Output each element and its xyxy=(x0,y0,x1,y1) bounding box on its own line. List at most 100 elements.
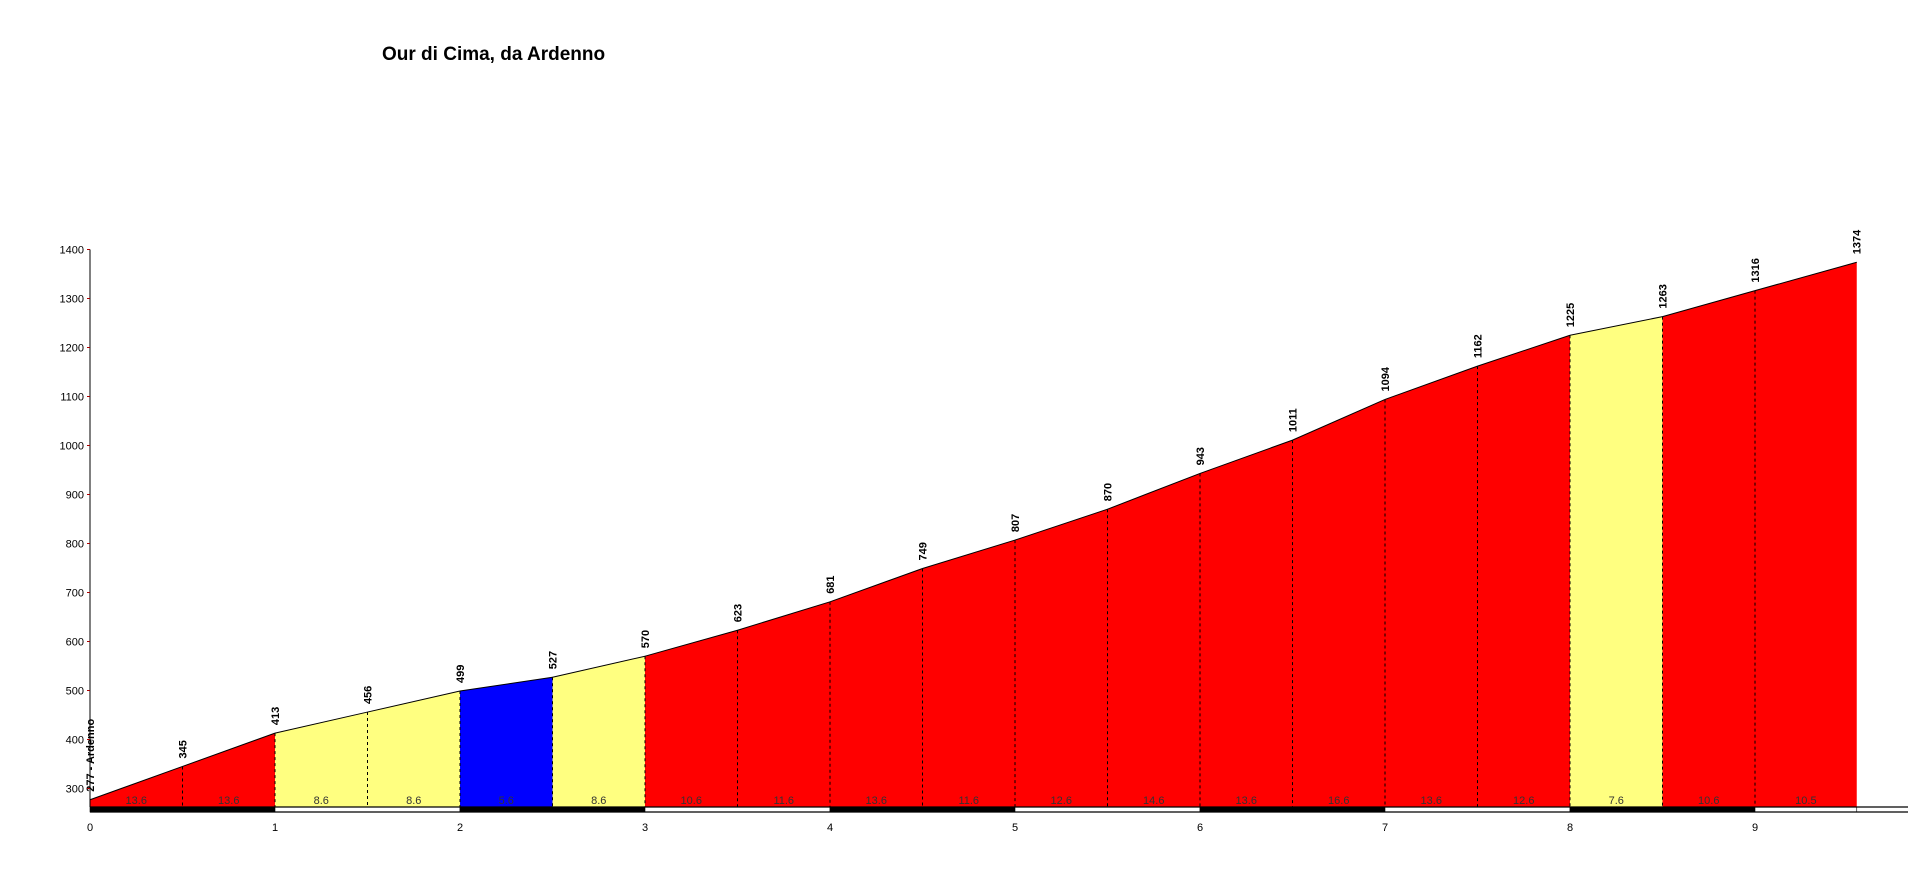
segment-area xyxy=(1477,335,1570,807)
x-tick-label: 8 xyxy=(1567,822,1573,834)
segment-area xyxy=(275,712,368,807)
profile-line xyxy=(1569,316,1663,336)
gradient-label: 8.6 xyxy=(314,795,329,807)
profile-line xyxy=(1107,472,1201,510)
gradient-label: 13.6 xyxy=(218,795,239,807)
elevation-label: 807 xyxy=(1010,514,1022,532)
profile-line xyxy=(1199,439,1293,474)
x-tick-label: 4 xyxy=(827,822,833,834)
gradient-label: 14.6 xyxy=(1143,795,1164,807)
km-bar-segment xyxy=(1014,806,1201,813)
gradient-label: 13.6 xyxy=(1236,795,1257,807)
km-bar-segment xyxy=(1199,806,1386,813)
segment-area xyxy=(552,656,645,807)
profile-line xyxy=(829,568,923,603)
profile-line xyxy=(89,765,183,801)
y-tick-label: 1200 xyxy=(60,343,84,355)
segment-area xyxy=(90,766,183,807)
y-tick-label: 600 xyxy=(66,637,84,649)
km-bar-segment xyxy=(1384,806,1571,813)
y-tick-label: 500 xyxy=(66,686,84,698)
profile-line xyxy=(1292,398,1386,441)
profile-line xyxy=(1014,508,1108,541)
x-tick-label: 9 xyxy=(1752,822,1758,834)
segment-area xyxy=(460,677,553,807)
segment-area xyxy=(1107,473,1200,807)
elevation-label: 345 xyxy=(178,740,190,758)
elevation-label: 1162 xyxy=(1473,334,1485,358)
y-tick-label: 300 xyxy=(66,784,84,796)
gradient-label: 10.5 xyxy=(1795,795,1816,807)
km-bar-segment xyxy=(644,806,831,813)
profile-line xyxy=(1477,334,1571,367)
gradient-label: 12.6 xyxy=(1513,795,1534,807)
profile-line xyxy=(1662,290,1756,318)
segment-area xyxy=(1662,290,1755,807)
elevation-label: 943 xyxy=(1195,447,1207,465)
segment-area xyxy=(1385,366,1478,807)
gradient-label: 8.6 xyxy=(591,795,606,807)
gradient-label: 7.6 xyxy=(1609,795,1624,807)
km-bar-segment xyxy=(89,806,276,813)
segment-area xyxy=(367,690,460,807)
km-bar-segment xyxy=(829,806,1016,813)
segment-area xyxy=(922,540,1015,807)
y-tick-label: 400 xyxy=(66,735,84,747)
elevation-label: 499 xyxy=(455,665,467,683)
elevation-label: 623 xyxy=(733,604,745,622)
profile-line xyxy=(367,690,461,713)
profile-line xyxy=(644,629,738,657)
gradient-label: 13.6 xyxy=(1421,795,1442,807)
km-bar-segment xyxy=(459,806,646,813)
segment-area xyxy=(645,630,738,807)
segment-area xyxy=(737,601,830,807)
gradient-label: 16.6 xyxy=(1328,795,1349,807)
segment-area xyxy=(1200,440,1293,807)
y-tick-label: 800 xyxy=(66,539,84,551)
segment-area xyxy=(830,568,923,807)
elevation-label: 749 xyxy=(918,542,930,560)
elevation-label: 277 - Ardenno xyxy=(85,719,97,792)
gradient-label: 13.6 xyxy=(126,795,147,807)
elevation-label: 1011 xyxy=(1288,408,1300,432)
elevation-label: 1225 xyxy=(1565,303,1577,327)
segment-area xyxy=(1292,399,1385,807)
profile-line xyxy=(274,711,368,734)
x-tick-label: 3 xyxy=(642,822,648,834)
x-tick-label: 1 xyxy=(272,822,278,834)
gradient-label: 12.6 xyxy=(1051,795,1072,807)
elevation-label: 870 xyxy=(1103,483,1115,501)
km-bar-segment xyxy=(274,806,461,813)
profile-line xyxy=(552,655,646,678)
y-tick-label: 1100 xyxy=(60,392,84,404)
profile-line xyxy=(1754,261,1857,292)
km-bar-segment xyxy=(1569,806,1756,813)
gradient-label: 13.6 xyxy=(866,795,887,807)
x-tick-label: 2 xyxy=(457,822,463,834)
gradient-label: 8.6 xyxy=(406,795,421,807)
chart-title: Our di Cima, da Ardenno xyxy=(382,44,606,65)
gradient-label: 5.6 xyxy=(499,795,514,807)
elevation-label: 456 xyxy=(363,686,375,704)
elevation-label: 570 xyxy=(640,630,652,648)
segment-area xyxy=(1015,509,1108,807)
gradient-label: 10.6 xyxy=(681,795,702,807)
segment-area xyxy=(1570,316,1663,807)
y-tick-label: 700 xyxy=(66,588,84,600)
gradient-label: 10.6 xyxy=(1698,795,1719,807)
x-tick-label: 7 xyxy=(1382,822,1388,834)
x-tick-label: 5 xyxy=(1012,822,1018,834)
x-tick-label: 0 xyxy=(87,822,93,834)
x-tick-label: 6 xyxy=(1197,822,1203,834)
km-bar-segment xyxy=(1754,806,1858,813)
profile-line xyxy=(459,676,553,692)
elevation-label: 681 xyxy=(825,575,837,593)
profile-line xyxy=(737,601,831,631)
profile-line xyxy=(1384,365,1478,400)
segment-area xyxy=(1755,262,1857,807)
elevation-label: 1374 xyxy=(1852,229,1864,254)
profile-line xyxy=(182,732,276,767)
y-tick-label: 900 xyxy=(66,490,84,502)
elevation-label: 413 xyxy=(270,707,282,725)
